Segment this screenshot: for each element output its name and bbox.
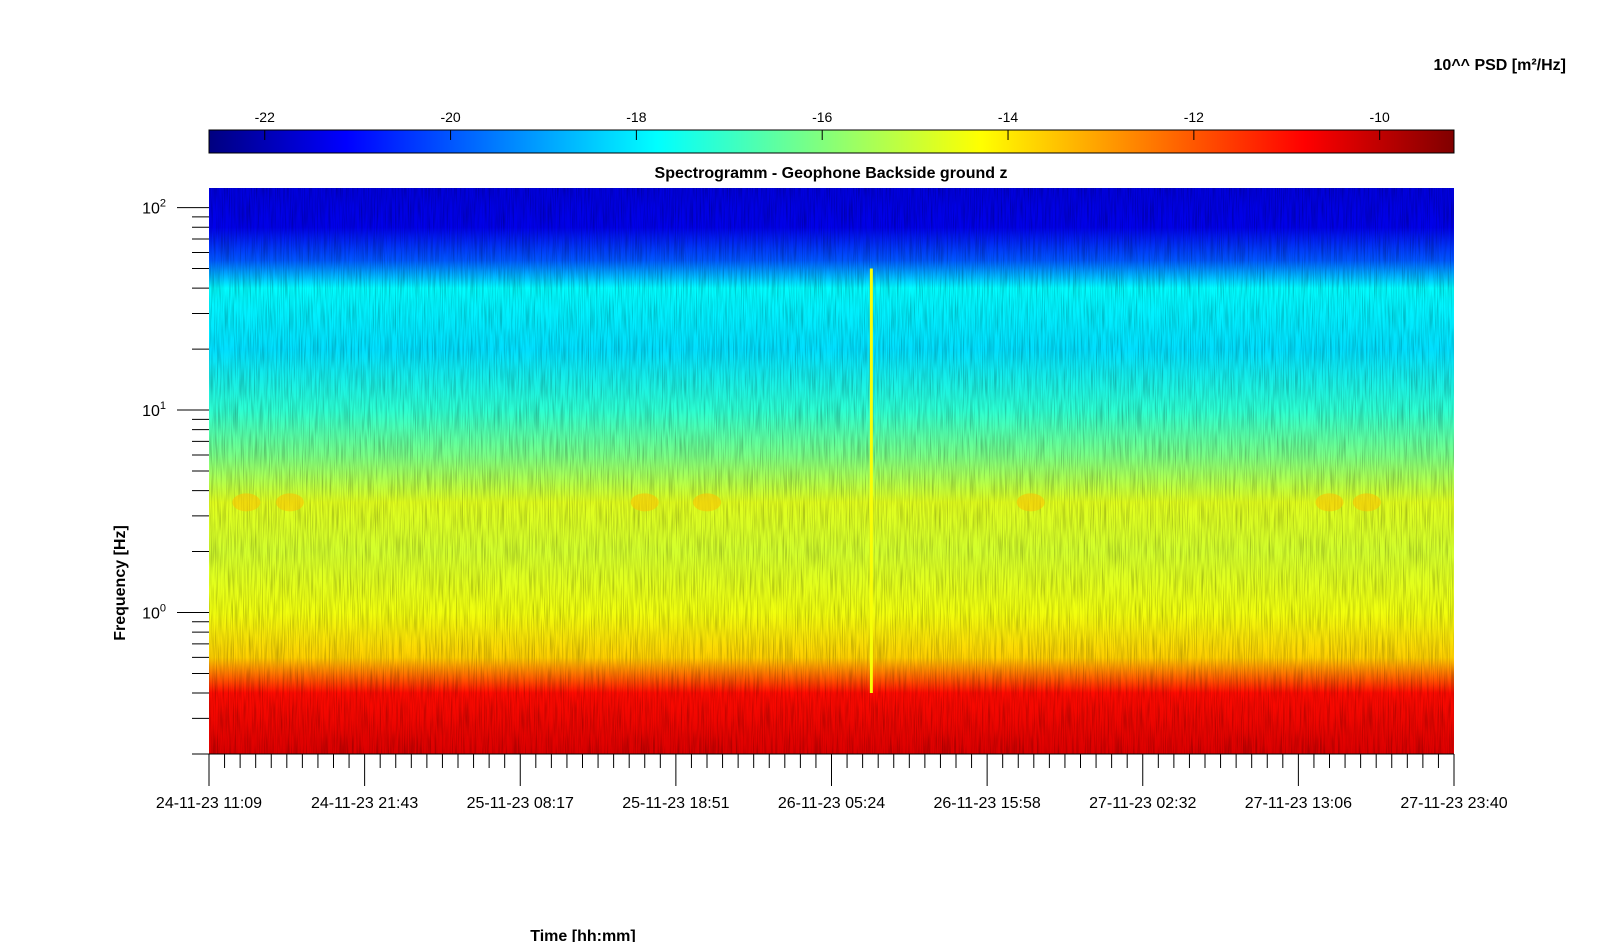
x-axis-title: Time [hh:mm] [530, 928, 635, 942]
x-tick-label: 25-11-23 18:51 [622, 795, 729, 812]
colorbar-gradient [208, 129, 1455, 154]
x-tick-label: 25-11-23 08:17 [467, 795, 574, 812]
x-axis: 24-11-23 11:09 24-11-23 21:43 25-11-23 08:… [156, 753, 1508, 812]
y-axis: 100 101 102 [142, 198, 209, 755]
colorbar-tick-label: -20 [440, 109, 460, 125]
colorbar: 10^^ PSD [m²/Hz] -22 -20 -18 -16 -14 -12 -10 [208, 57, 1566, 154]
colorbar-tick-label: -22 [255, 109, 275, 125]
x-tick-label: 27-11-23 02:32 [1089, 795, 1196, 812]
x-tick-label: 26-11-23 15:58 [933, 795, 1040, 812]
activity-spot [275, 493, 304, 512]
activity-spot [1352, 493, 1381, 512]
y-axis-title: Frequency [Hz] [112, 525, 129, 641]
x-tick-label: 27-11-23 13:06 [1245, 795, 1352, 812]
x-tick-label: 24-11-23 11:09 [156, 795, 262, 812]
activity-spot [693, 493, 721, 512]
colorbar-tick-label: -14 [998, 109, 1018, 125]
y-tick-label: 102 [142, 198, 166, 218]
colorbar-tick-label: -16 [812, 109, 832, 125]
activity-spot [1315, 493, 1344, 512]
spectrogram-plot [209, 188, 1454, 754]
x-tick-label: 24-11-23 21:43 [311, 795, 418, 812]
x-tick-label: 27-11-23 23:40 [1400, 795, 1507, 812]
activity-spot [1016, 493, 1045, 512]
colorbar-tick-label: -12 [1184, 109, 1204, 125]
colorbar-tick-label: -10 [1370, 109, 1390, 125]
x-tick-label: 26-11-23 05:24 [778, 795, 885, 812]
colorbar-tick-label: -18 [626, 109, 646, 125]
chart-title: Spectrogramm - Geophone Backside ground … [655, 165, 1008, 182]
y-tick-label: 100 [142, 603, 166, 623]
y-tick-label: 101 [142, 400, 166, 420]
activity-spot [630, 493, 659, 512]
colorbar-unit-label: 10^^ PSD [m²/Hz] [1434, 57, 1566, 74]
spectrogram-texture [209, 188, 1454, 754]
activity-spot [232, 493, 261, 512]
